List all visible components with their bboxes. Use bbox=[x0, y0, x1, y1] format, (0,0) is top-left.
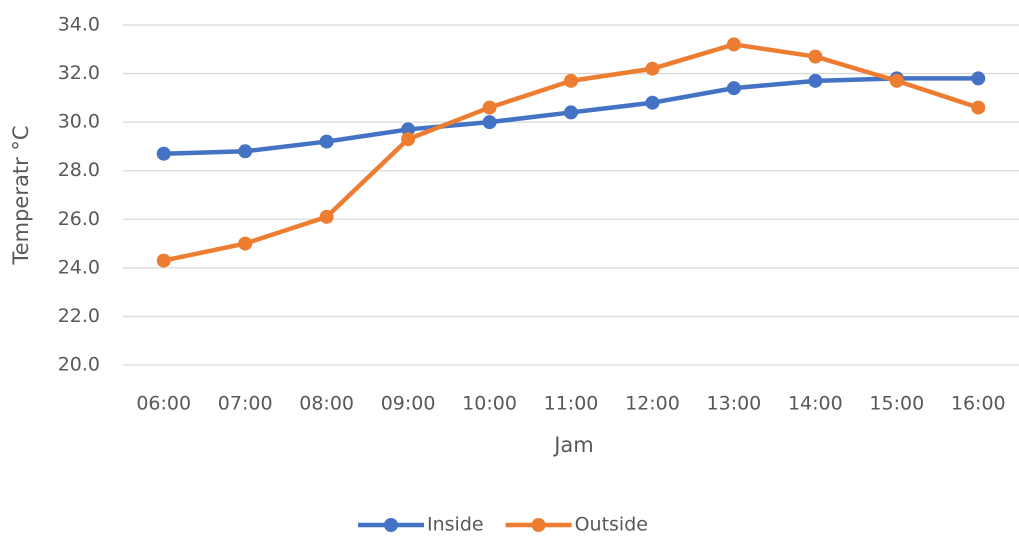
legend-label: Outside bbox=[575, 514, 648, 536]
legend-marker bbox=[531, 518, 546, 532]
point bbox=[401, 132, 416, 147]
point bbox=[808, 73, 823, 88]
y-tick-label: 26.0 bbox=[58, 208, 100, 230]
y-axis-title: Temperatr °C bbox=[9, 125, 33, 265]
point bbox=[564, 105, 578, 120]
point bbox=[645, 61, 660, 76]
legend-marker bbox=[384, 518, 398, 532]
point bbox=[726, 81, 741, 96]
x-tick-label: 08:00 bbox=[299, 393, 354, 415]
point bbox=[238, 144, 253, 159]
point bbox=[645, 95, 660, 110]
x-tick-label: 11:00 bbox=[544, 393, 599, 415]
y-tick-label: 34.0 bbox=[58, 14, 100, 36]
y-tick-label: 28.0 bbox=[58, 159, 100, 181]
x-tick-label: 13:00 bbox=[707, 393, 762, 415]
point bbox=[401, 122, 416, 137]
x-tick-label: 09:00 bbox=[381, 393, 436, 415]
point bbox=[482, 100, 497, 115]
y-tick-label: 30.0 bbox=[58, 111, 100, 133]
x-tick-label: 14:00 bbox=[788, 393, 843, 415]
legend-label: Inside bbox=[427, 514, 484, 536]
x-tick-label: 15:00 bbox=[869, 393, 924, 415]
point bbox=[156, 146, 171, 161]
point bbox=[971, 100, 986, 115]
point bbox=[156, 253, 171, 268]
point bbox=[889, 73, 904, 88]
x-tick-label: 16:00 bbox=[951, 393, 1006, 415]
x-tick-label: 06:00 bbox=[136, 393, 191, 415]
point bbox=[971, 71, 986, 86]
point bbox=[319, 209, 334, 224]
point bbox=[482, 115, 497, 130]
x-tick-label: 10:00 bbox=[462, 393, 517, 415]
point bbox=[319, 134, 334, 149]
point bbox=[808, 49, 823, 64]
y-tick-label: 20.0 bbox=[58, 354, 100, 376]
y-tick-label: 24.0 bbox=[58, 256, 100, 278]
x-axis-title: Jam bbox=[552, 433, 594, 457]
y-tick-label: 22.0 bbox=[58, 305, 100, 327]
x-tick-label: 07:00 bbox=[218, 393, 273, 415]
x-tick-label: 12:00 bbox=[625, 393, 680, 415]
point bbox=[238, 236, 253, 251]
y-tick-label: 32.0 bbox=[58, 62, 100, 84]
point bbox=[564, 73, 578, 88]
point bbox=[726, 37, 741, 52]
